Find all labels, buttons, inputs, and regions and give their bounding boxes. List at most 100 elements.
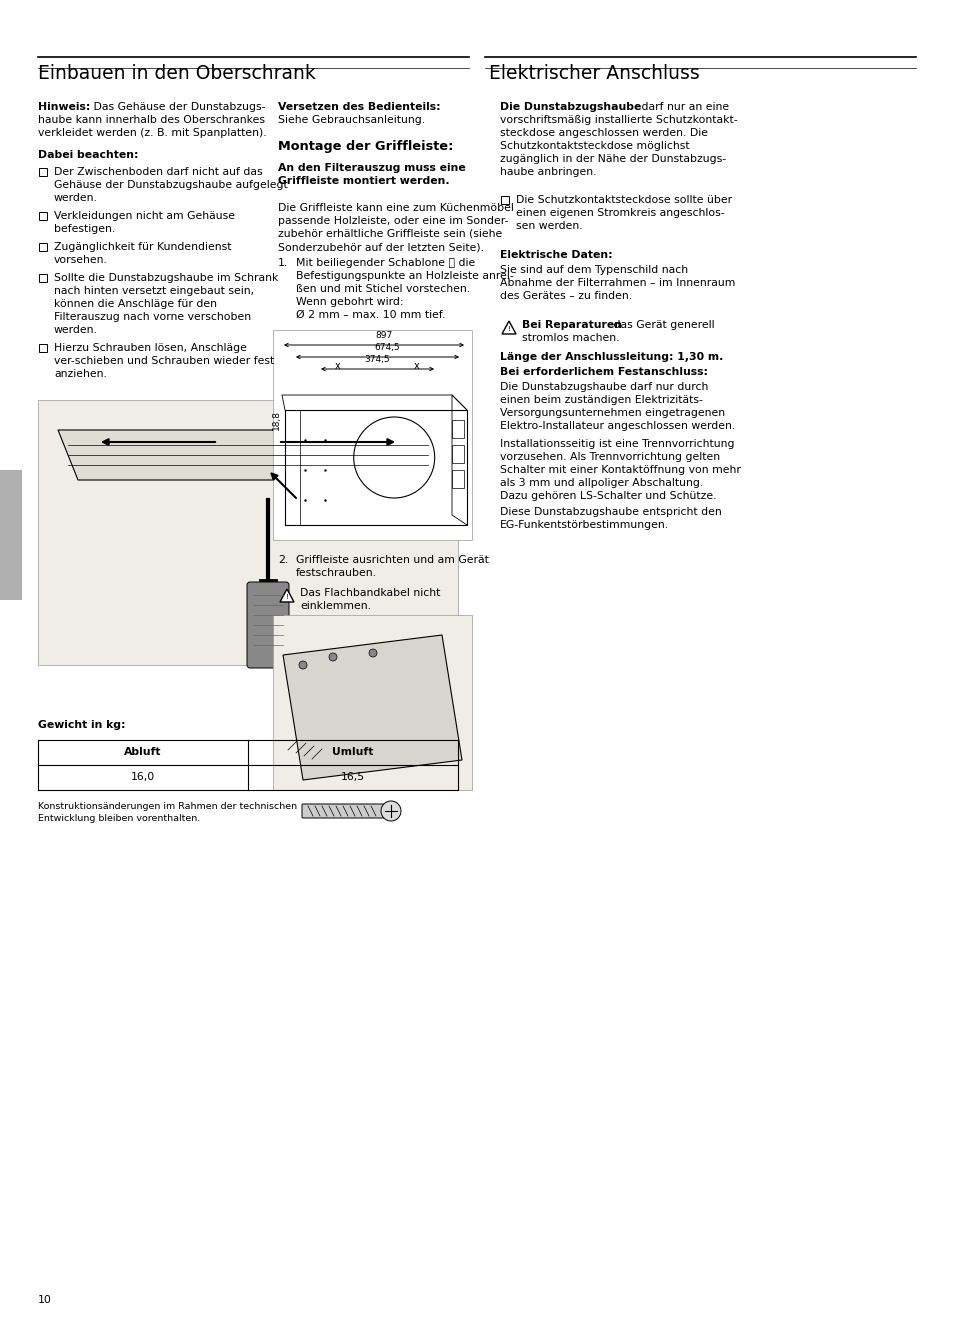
Text: zubehör erhältliche Griffleiste sein (siehe: zubehör erhältliche Griffleiste sein (si… (277, 229, 501, 239)
Text: !: ! (507, 326, 510, 332)
Text: werden.: werden. (54, 193, 98, 202)
Polygon shape (58, 430, 437, 480)
Text: können die Anschläge für den: können die Anschläge für den (54, 299, 216, 310)
Text: Einbauen in den Oberschrank: Einbauen in den Oberschrank (38, 64, 315, 83)
Text: Elektrischer Anschluss: Elektrischer Anschluss (489, 64, 699, 83)
Polygon shape (501, 322, 516, 334)
FancyBboxPatch shape (247, 582, 289, 669)
Text: 2.: 2. (277, 555, 288, 565)
Text: einklemmen.: einklemmen. (299, 602, 371, 611)
Text: Sollte die Dunstabzugshaube im Schrank: Sollte die Dunstabzugshaube im Schrank (54, 273, 278, 283)
Text: als 3 mm und allpoliger Abschaltung.: als 3 mm und allpoliger Abschaltung. (499, 478, 702, 488)
Text: Der Zwischenboden darf nicht auf das: Der Zwischenboden darf nicht auf das (54, 168, 262, 177)
FancyBboxPatch shape (39, 344, 47, 352)
Text: Montage der Griffleiste:: Montage der Griffleiste: (277, 139, 453, 153)
Text: Hierzu Schrauben lösen, Anschläge: Hierzu Schrauben lösen, Anschläge (54, 343, 247, 352)
Text: vorschriftsmäßig installierte Schutzkontakt-: vorschriftsmäßig installierte Schutzkont… (499, 115, 737, 125)
Text: Versorgungsunternehmen eingetragenen: Versorgungsunternehmen eingetragenen (499, 407, 724, 418)
Text: Das Gehäuse der Dunstabzugs-: Das Gehäuse der Dunstabzugs- (90, 102, 265, 113)
Text: vorsehen.: vorsehen. (54, 255, 108, 265)
Text: 10: 10 (38, 1294, 51, 1305)
Text: Elektrische Daten:: Elektrische Daten: (499, 251, 612, 260)
Circle shape (298, 661, 307, 669)
Text: Die Schutzkontaktsteckdose sollte über: Die Schutzkontaktsteckdose sollte über (516, 196, 731, 205)
Text: Hinweis:: Hinweis: (38, 102, 91, 113)
FancyBboxPatch shape (39, 168, 47, 176)
Text: Wenn gebohrt wird:: Wenn gebohrt wird: (295, 297, 403, 307)
Text: 18,8: 18,8 (272, 410, 280, 430)
Text: Elektro-Installateur angeschlossen werden.: Elektro-Installateur angeschlossen werde… (499, 421, 735, 431)
Text: Abluft: Abluft (124, 746, 162, 757)
Polygon shape (280, 590, 294, 602)
Circle shape (329, 653, 336, 661)
FancyBboxPatch shape (38, 401, 457, 665)
Text: Siehe Gebrauchsanleitung.: Siehe Gebrauchsanleitung. (277, 115, 425, 125)
Text: x: x (335, 360, 340, 371)
Text: Länge der Anschlussleitung: 1,30 m.: Länge der Anschlussleitung: 1,30 m. (499, 352, 722, 362)
Text: das Gerät generell: das Gerät generell (609, 320, 714, 330)
Text: Ø 2 mm – max. 10 mm tief.: Ø 2 mm – max. 10 mm tief. (295, 310, 445, 320)
Text: Konstruktionsänderungen im Rahmen der technischen
Entwicklung bleiben vorenthalt: Konstruktionsänderungen im Rahmen der te… (38, 803, 296, 823)
Text: Installationsseitig ist eine Trennvorrichtung: Installationsseitig ist eine Trennvorric… (499, 440, 734, 449)
Text: Dabei beachten:: Dabei beachten: (38, 150, 138, 159)
Text: Verkleidungen nicht am Gehäuse: Verkleidungen nicht am Gehäuse (54, 210, 234, 221)
Text: Bei erforderlichem Festanschluss:: Bei erforderlichem Festanschluss: (499, 367, 707, 377)
Text: 1.: 1. (277, 259, 288, 268)
Text: Filterauszug nach vorne verschoben: Filterauszug nach vorne verschoben (54, 312, 251, 322)
Text: Die Dunstabzugshaube: Die Dunstabzugshaube (499, 102, 640, 113)
Text: !: ! (285, 594, 288, 600)
Text: Bei Reparaturen: Bei Reparaturen (521, 320, 621, 330)
FancyBboxPatch shape (39, 212, 47, 220)
Polygon shape (283, 635, 461, 780)
FancyBboxPatch shape (302, 804, 384, 817)
FancyBboxPatch shape (273, 330, 472, 540)
Text: anziehen.: anziehen. (54, 369, 107, 379)
Text: vorzusehen. Als Trennvorrichtung gelten: vorzusehen. Als Trennvorrichtung gelten (499, 452, 720, 462)
Text: 16,0: 16,0 (131, 772, 155, 783)
Text: verkleidet werden (z. B. mit Spanplatten).: verkleidet werden (z. B. mit Spanplatten… (38, 129, 266, 138)
Text: Sonderzubehör auf der letzten Seite).: Sonderzubehör auf der letzten Seite). (277, 243, 483, 252)
Text: Griffleiste montiert werden.: Griffleiste montiert werden. (277, 176, 449, 186)
Text: Befestigungspunkte an Holzleiste anrei-: Befestigungspunkte an Holzleiste anrei- (295, 271, 514, 281)
Bar (452, 445, 463, 464)
Text: zugänglich in der Nähe der Dunstabzugs-: zugänglich in der Nähe der Dunstabzugs- (499, 154, 725, 163)
Text: 674,5: 674,5 (375, 343, 400, 352)
Text: sen werden.: sen werden. (516, 221, 582, 230)
FancyBboxPatch shape (39, 243, 47, 251)
Bar (452, 419, 463, 438)
Text: x: x (414, 360, 419, 371)
Text: haube anbringen.: haube anbringen. (499, 168, 596, 177)
Text: nach hinten versetzt eingebaut sein,: nach hinten versetzt eingebaut sein, (54, 285, 253, 296)
Text: Versetzen des Bedienteils:: Versetzen des Bedienteils: (277, 102, 440, 113)
Text: Gewicht in kg:: Gewicht in kg: (38, 720, 126, 730)
Text: 16,5: 16,5 (340, 772, 365, 783)
Bar (452, 470, 463, 488)
Text: Sie sind auf dem Typenschild nach: Sie sind auf dem Typenschild nach (499, 265, 687, 275)
Text: werden.: werden. (54, 326, 98, 335)
Text: 897: 897 (375, 331, 393, 340)
FancyBboxPatch shape (39, 273, 47, 281)
Bar (273, 615, 472, 791)
Text: Die Griffleiste kann eine zum Küchenmöbel: Die Griffleiste kann eine zum Küchenmöbe… (277, 202, 514, 213)
Text: stromlos machen.: stromlos machen. (521, 334, 618, 343)
Text: Umluft: Umluft (332, 746, 374, 757)
Text: Zugänglichkeit für Kundendienst: Zugänglichkeit für Kundendienst (54, 243, 232, 252)
Text: einen beim zuständigen Elektrizitäts-: einen beim zuständigen Elektrizitäts- (499, 395, 702, 405)
Circle shape (369, 649, 376, 657)
Text: EG-Funkentstörbestimmungen.: EG-Funkentstörbestimmungen. (499, 520, 668, 531)
Text: des Gerätes – zu finden.: des Gerätes – zu finden. (499, 291, 632, 302)
Bar (0, 470, 22, 600)
Text: steckdose angeschlossen werden. Die: steckdose angeschlossen werden. Die (499, 129, 707, 138)
Text: festschrauben.: festschrauben. (295, 568, 376, 578)
Text: An den Filterauszug muss eine: An den Filterauszug muss eine (277, 163, 465, 173)
Text: Die Dunstabzugshaube darf nur durch: Die Dunstabzugshaube darf nur durch (499, 382, 708, 393)
Text: Mit beiliegender Schablone ⓘ die: Mit beiliegender Schablone ⓘ die (295, 259, 475, 268)
Text: Dazu gehören LS-Schalter und Schütze.: Dazu gehören LS-Schalter und Schütze. (499, 490, 716, 501)
Text: ver-schieben und Schrauben wieder fest: ver-schieben und Schrauben wieder fest (54, 356, 274, 366)
Text: ßen und mit Stichel vorstechen.: ßen und mit Stichel vorstechen. (295, 284, 470, 293)
Text: befestigen.: befestigen. (54, 224, 115, 234)
Text: passende Holzleiste, oder eine im Sonder-: passende Holzleiste, oder eine im Sonder… (277, 216, 508, 226)
Text: Schutzkontaktsteckdose möglichst: Schutzkontaktsteckdose möglichst (499, 141, 689, 151)
Text: haube kann innerhalb des Oberschrankes: haube kann innerhalb des Oberschrankes (38, 115, 265, 125)
Text: Diese Dunstabzugshaube entspricht den: Diese Dunstabzugshaube entspricht den (499, 507, 721, 517)
